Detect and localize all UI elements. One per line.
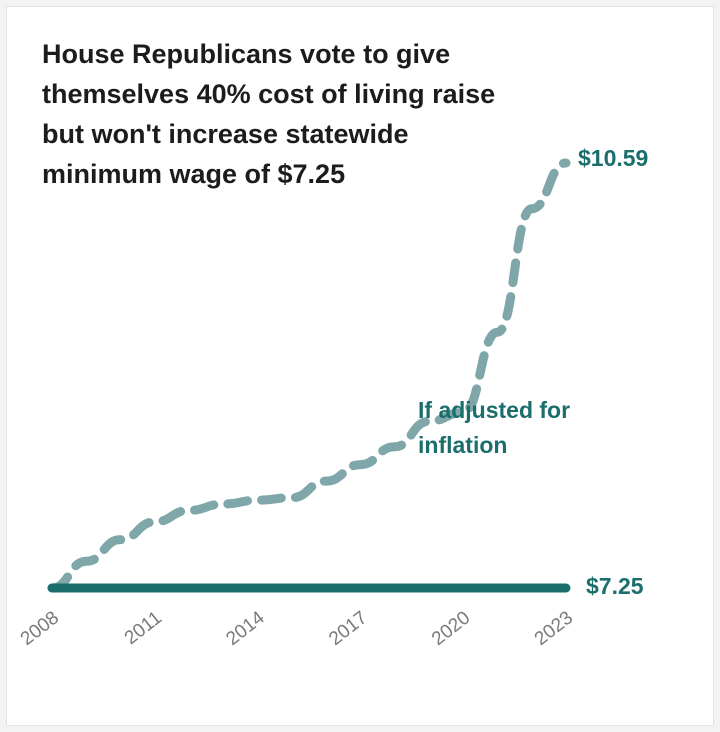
x-tick-label: 2014 (222, 607, 269, 650)
x-tick-label: 2017 (325, 607, 371, 650)
x-tick-label: 2023 (531, 607, 577, 650)
chart-title: House Republicans vote to give themselve… (42, 39, 496, 189)
x-tick-label: 2020 (428, 607, 474, 650)
inflation-adjusted-line (47, 158, 571, 593)
inflation-series-label-line2: inflation (418, 432, 507, 458)
plot-area (47, 158, 571, 593)
adjusted-end-value-label: $10.59 (578, 145, 648, 171)
x-axis-ticks: 2008 2011 2014 2017 2020 2023 (17, 607, 577, 650)
x-tick-label: 2011 (121, 607, 166, 649)
chart-card (6, 6, 714, 726)
minimum-end-value-label: $7.25 (586, 573, 644, 599)
inflation-series-label-line1: If adjusted for (418, 397, 570, 423)
x-tick-label: 2008 (17, 607, 63, 650)
